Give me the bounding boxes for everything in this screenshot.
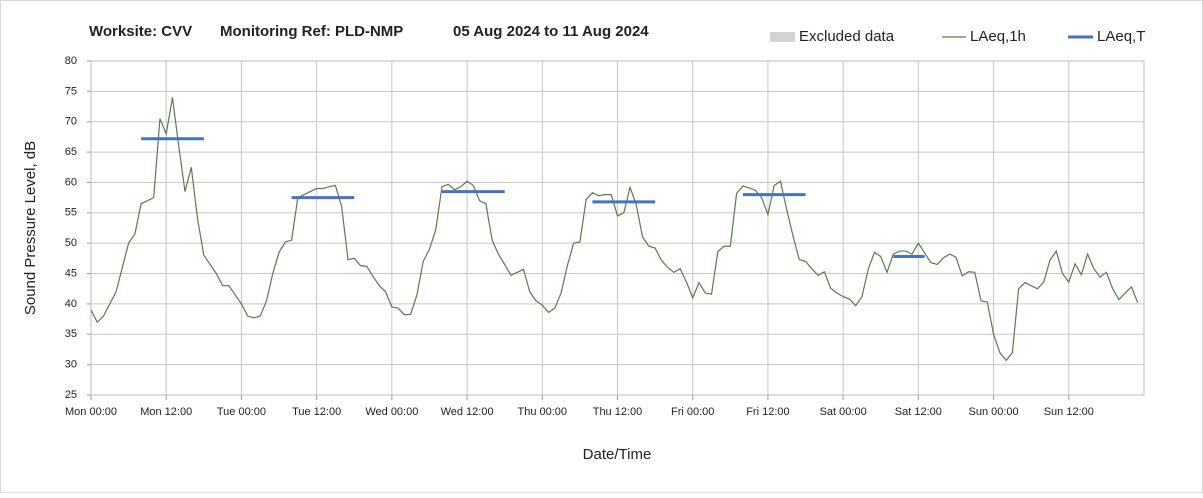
y-tick-label: 35: [65, 328, 77, 340]
legend-label: LAeq,1h: [970, 28, 1026, 45]
title-dates: 05 Aug 2024 to 11 Aug 2024: [453, 23, 649, 40]
y-tick-label: 60: [65, 176, 77, 188]
y-tick-label: 70: [65, 116, 77, 128]
y-tick-label: 65: [65, 146, 77, 158]
y-tick-label: 45: [65, 267, 77, 279]
x-tick-label: Wed 12:00: [441, 406, 494, 418]
y-tick-label: 50: [65, 237, 77, 249]
title-ref: Monitoring Ref: PLD-NMP: [220, 23, 403, 40]
y-tick-label: 80: [65, 55, 77, 67]
x-tick-label: Wed 00:00: [365, 406, 418, 418]
x-tick-label: Tue 00:00: [217, 406, 266, 418]
plot-border: [90, 60, 1145, 396]
x-tick-label: Mon 00:00: [65, 406, 117, 418]
x-tick-label: Mon 12:00: [140, 406, 192, 418]
legend-label: Excluded data: [799, 28, 895, 45]
y-axis-title: Sound Pressure Level, dB: [22, 141, 39, 315]
y-tick-label: 25: [65, 389, 77, 401]
x-tick-label: Tue 12:00: [292, 406, 341, 418]
x-tick-label: Thu 00:00: [518, 406, 568, 418]
x-tick-label: Fri 12:00: [746, 406, 789, 418]
y-tick-label: 55: [65, 207, 77, 219]
x-tick-label: Sat 12:00: [895, 406, 942, 418]
x-tick-label: Sun 12:00: [1044, 406, 1094, 418]
x-axis-title: Date/Time: [583, 446, 652, 463]
x-tick-label: Fri 00:00: [671, 406, 714, 418]
legend-swatch-excluded: [770, 32, 795, 42]
x-tick-label: Sat 00:00: [820, 406, 867, 418]
x-tick-label: Sun 00:00: [968, 406, 1018, 418]
y-tick-label: 75: [65, 85, 77, 97]
y-tick-label: 40: [65, 298, 77, 310]
legend-label: LAeq,T: [1097, 28, 1145, 45]
y-tick-label: 30: [65, 359, 77, 371]
x-tick-label: Thu 12:00: [593, 406, 643, 418]
laeq-1h-line: [90, 97, 1139, 362]
title-worksite: Worksite: CVV: [89, 23, 192, 40]
